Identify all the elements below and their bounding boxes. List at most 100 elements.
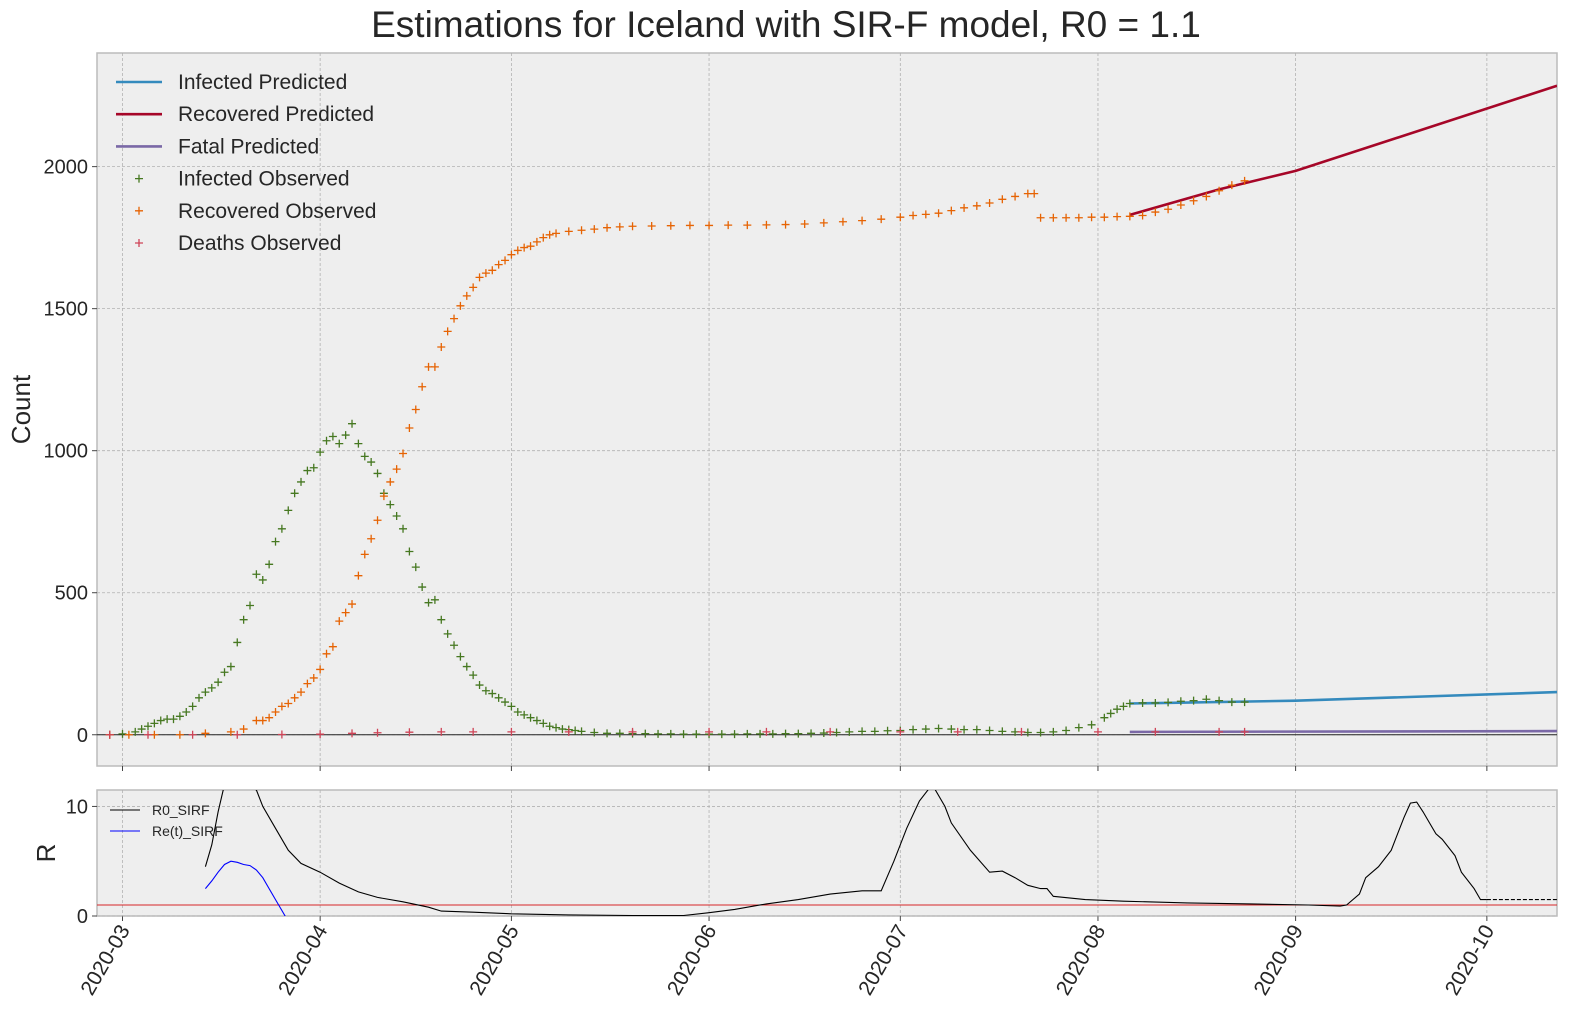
data-point [348, 729, 357, 738]
data-point [679, 730, 688, 739]
data-point [1030, 189, 1039, 198]
r-legend: R0_SIRF Re(t)_SIRF [110, 802, 223, 839]
data-point [481, 686, 490, 695]
data-point [1240, 176, 1249, 185]
legend-label: Infected Observed [178, 168, 350, 191]
chart-title: Estimations for Iceland with SIR-F model… [371, 4, 1201, 45]
data-point [1125, 699, 1134, 708]
x-tick-label: 2020-03 [76, 921, 134, 999]
data-point [1176, 697, 1185, 706]
data-point [271, 537, 280, 546]
data-point [348, 600, 357, 609]
data-point [641, 729, 650, 738]
data-point [539, 719, 548, 728]
data-point [762, 727, 771, 736]
data-point [309, 463, 318, 472]
data-point [1151, 698, 1160, 707]
data-point [207, 683, 216, 692]
data-point [290, 693, 299, 702]
data-point [188, 702, 197, 711]
data-point [1074, 213, 1083, 222]
data-point [692, 730, 701, 739]
data-point [418, 583, 427, 592]
data-point [386, 477, 395, 486]
data-point [373, 516, 382, 525]
data-point [985, 726, 994, 735]
data-point [909, 211, 918, 220]
data-point [819, 729, 828, 738]
data-point [386, 500, 395, 509]
data-point [896, 213, 905, 222]
main-y-tick-label: 0 [77, 725, 88, 747]
data-point [456, 301, 465, 310]
data-point [526, 713, 535, 722]
data-point [131, 727, 140, 736]
data-point [794, 729, 803, 738]
data-point [1215, 727, 1224, 736]
data-point [335, 617, 344, 626]
data-point [960, 725, 969, 734]
legend-swatch [135, 206, 143, 215]
data-point [316, 665, 325, 674]
data-point [220, 668, 229, 677]
data-point [322, 649, 331, 658]
data-point [539, 233, 548, 242]
data-point [437, 727, 446, 736]
data-point [501, 698, 510, 707]
data-point [985, 198, 994, 207]
data-point [1215, 696, 1224, 705]
data-point [1100, 213, 1109, 222]
legend-label: Recovered Observed [178, 200, 376, 223]
data-point [297, 688, 306, 697]
r-y-tick-label: 0 [77, 906, 88, 928]
data-point [265, 560, 274, 569]
data-point [424, 598, 433, 607]
main-y-axis-label: Count [6, 374, 36, 444]
data-point [188, 730, 197, 739]
data-point [1215, 186, 1224, 195]
main-y-tick-label: 2000 [44, 157, 89, 179]
series-line-infected-predicted [1129, 690, 1557, 705]
data-point [998, 727, 1007, 736]
data-point [858, 727, 867, 736]
data-point [303, 679, 312, 688]
data-point [781, 729, 790, 738]
data-point [552, 723, 561, 732]
data-point [443, 327, 452, 336]
data-point [450, 314, 459, 323]
series-line-fatal-predicted [1129, 729, 1557, 734]
data-point [284, 699, 293, 708]
data-point [462, 291, 471, 300]
data-point [826, 727, 835, 736]
data-point [367, 458, 376, 467]
data-point [1151, 727, 1160, 736]
legend-label: Deaths Observed [178, 232, 341, 255]
data-point [1240, 698, 1249, 707]
data-point [137, 725, 146, 734]
legend-label: Fatal Predicted [178, 135, 319, 158]
data-point [552, 229, 561, 238]
data-point [1113, 705, 1122, 714]
data-point [1119, 702, 1128, 711]
data-point [1227, 698, 1236, 707]
main-legend: Infected Predicted Recovered Predicted Fat… [116, 71, 376, 255]
data-point [577, 727, 586, 736]
main-y-tick-label: 1500 [44, 299, 89, 321]
data-point [348, 419, 357, 428]
data-point [1151, 208, 1160, 217]
data-point [1202, 192, 1211, 201]
data-point [1062, 213, 1071, 222]
data-point [1011, 192, 1020, 201]
data-point [252, 570, 261, 579]
data-point [494, 260, 503, 269]
data-point [1100, 713, 1109, 722]
data-point [800, 220, 809, 229]
data-point [532, 237, 541, 246]
data-point [405, 423, 414, 432]
r-series-line [204, 790, 1487, 916]
data-point [258, 716, 267, 725]
legend-label: Re(t)_SIRF [152, 823, 223, 839]
data-point [430, 362, 439, 371]
data-point [195, 693, 204, 702]
data-point [1074, 723, 1083, 732]
